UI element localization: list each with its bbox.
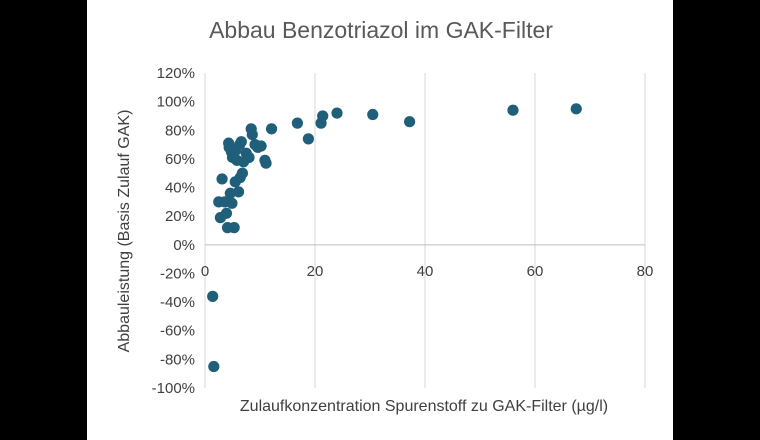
data-point (228, 222, 240, 234)
x-tick-label: 80 (637, 263, 654, 280)
y-tick-label: 80% (165, 122, 195, 139)
x-tick-label: 60 (527, 263, 544, 280)
y-tick-label: 120% (157, 65, 195, 82)
x-axis-title: Zulaufkonzentration Spurenstoff zu GAK-F… (240, 398, 608, 415)
data-point (207, 290, 219, 302)
y-axis-title: Abbauleistung (Basis Zulauf GAK) (116, 110, 133, 353)
chart-panel: Abbau Benzotriazol im GAK-Filter -100% -8… (87, 0, 673, 440)
data-point (367, 108, 379, 121)
data-point (235, 136, 247, 148)
y-tick-label: 40% (165, 180, 195, 197)
y-tick-label: 20% (165, 208, 195, 225)
data-point (404, 116, 416, 128)
y-tick-label: 100% (157, 94, 195, 111)
y-tick-label: -80% (160, 351, 195, 368)
data-point (570, 103, 582, 115)
data-point (236, 167, 248, 179)
data-point (226, 197, 238, 209)
data-point (224, 187, 236, 199)
y-tick-labels: -100% -80% -60% -40% -20% 0% 20% 40% 60% 80% 100% 1… (152, 65, 195, 397)
y-tick-label: -100% (152, 380, 195, 397)
data-point (232, 186, 245, 198)
y-tick-label: -40% (160, 294, 195, 311)
data-point (331, 107, 343, 119)
y-tick-label: -20% (160, 265, 195, 282)
y-tick-label: -60% (160, 323, 195, 340)
y-tick-label: 0% (173, 237, 195, 254)
data-point (246, 128, 258, 141)
x-tick-label: 40 (417, 263, 434, 280)
x-tick-label: 20 (307, 263, 324, 280)
y-tick-label: 60% (165, 151, 195, 168)
gridlines (204, 73, 646, 388)
data-point (243, 151, 255, 164)
data-point (220, 207, 233, 219)
data-point (507, 104, 519, 116)
data-point (265, 123, 278, 135)
data-point (255, 140, 267, 152)
scatter-chart: Abbau Benzotriazol im GAK-Filter -100% -8… (116, 17, 654, 415)
data-point (317, 110, 329, 122)
chart-title: Abbau Benzotriazol im GAK-Filter (209, 17, 553, 43)
data-point (208, 360, 220, 373)
data-points (207, 103, 582, 373)
data-point (291, 117, 303, 129)
x-tick-label: 0 (201, 263, 209, 280)
data-point (260, 157, 272, 169)
data-point (216, 173, 228, 185)
x-tick-labels: 0 20 40 60 80 (201, 263, 654, 280)
data-point (302, 133, 314, 145)
